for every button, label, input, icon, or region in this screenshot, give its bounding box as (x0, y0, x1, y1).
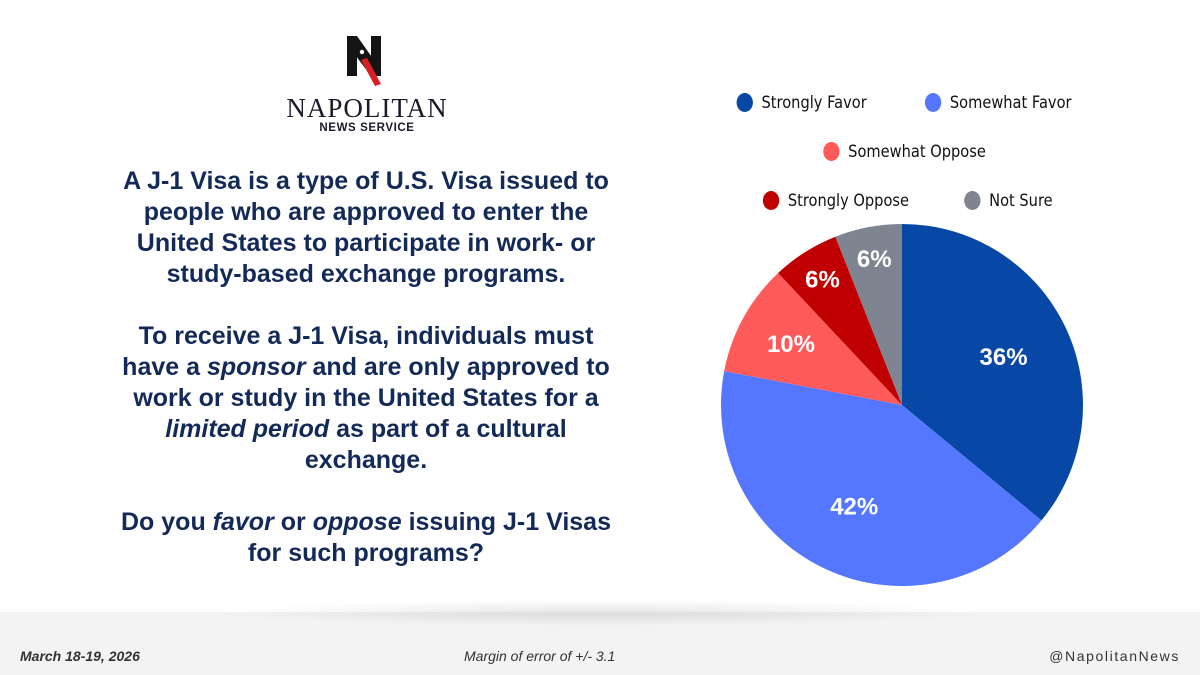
question-text: A J-1 Visa is a type of U.S. Visa issued… (118, 166, 614, 569)
pie-slice-strongly-favor (902, 224, 1083, 521)
pie-slice-strongly-oppose (778, 236, 902, 405)
legend-item-somewhat-oppose: Somewhat Oppose (823, 141, 987, 162)
legend-item-strongly-oppose: Strongly Oppose (762, 190, 909, 211)
pie-slice-somewhat-oppose (724, 273, 902, 405)
legend-row-1: Strongly Favor Somewhat Favor (700, 78, 1110, 127)
brand-name: NAPOLITAN (286, 93, 448, 123)
card-shadow (210, 600, 990, 626)
legend-label: Somewhat Oppose (848, 141, 987, 162)
legend-item-strongly-favor: Strongly Favor (736, 92, 867, 113)
pie-chart: 36% 42% 10% 6% 6% (721, 224, 1083, 586)
legend-label: Strongly Favor (761, 92, 867, 113)
legend-swatch (823, 142, 841, 161)
legend-row-2: Somewhat Oppose (700, 127, 1110, 176)
legend-swatch (762, 191, 779, 210)
legend-swatch (736, 93, 754, 112)
social-handle: @NapolitanNews (1049, 648, 1180, 664)
emphasis-sponsor: sponsor (206, 353, 306, 381)
question-paragraph-1: A J-1 Visa is a type of U.S. Visa issued… (123, 167, 609, 288)
legend-label: Somewhat Favor (950, 92, 1072, 113)
legend-row-3: Strongly Oppose Not Sure (700, 176, 1110, 225)
legend-label: Strongly Oppose (787, 190, 909, 211)
question-paragraph-3: Do you favor or oppose issuing J-1 Visas… (121, 508, 611, 567)
pie-data-label: 6% (857, 246, 892, 273)
poll-date: March 18-19, 2026 (20, 648, 140, 664)
emphasis-limited-period: limited period (165, 415, 330, 443)
pie-data-label: 42% (830, 494, 878, 521)
question-paragraph-2: To receive a J-1 Visa, individuals must … (122, 322, 610, 474)
napolitan-logo: NAPOLITAN NEWS SERVICE (282, 36, 452, 136)
legend-swatch (963, 191, 981, 210)
chart-legend: Strongly Favor Somewhat Favor Somewhat O… (700, 78, 1110, 225)
legend-label: Not Sure (988, 190, 1053, 211)
legend-item-somewhat-favor: Somewhat Favor (925, 93, 1072, 113)
pie-data-label: 6% (805, 267, 840, 294)
legend-swatch (925, 93, 942, 112)
pie-data-label: 36% (980, 344, 1028, 371)
pie-data-label: 10% (767, 331, 815, 358)
legend-item-not-sure: Not Sure (963, 190, 1053, 211)
emphasis-favor: favor (212, 508, 274, 536)
pie-slice-somewhat-favor (721, 371, 1042, 586)
brand-subtitle: NEWS SERVICE (319, 122, 415, 134)
logo-mark-icon (347, 36, 381, 86)
margin-of-error: Margin of error of +/- 3.1 (464, 648, 616, 664)
emphasis-oppose: oppose (312, 508, 402, 536)
pie-slice-not-sure (835, 224, 902, 405)
